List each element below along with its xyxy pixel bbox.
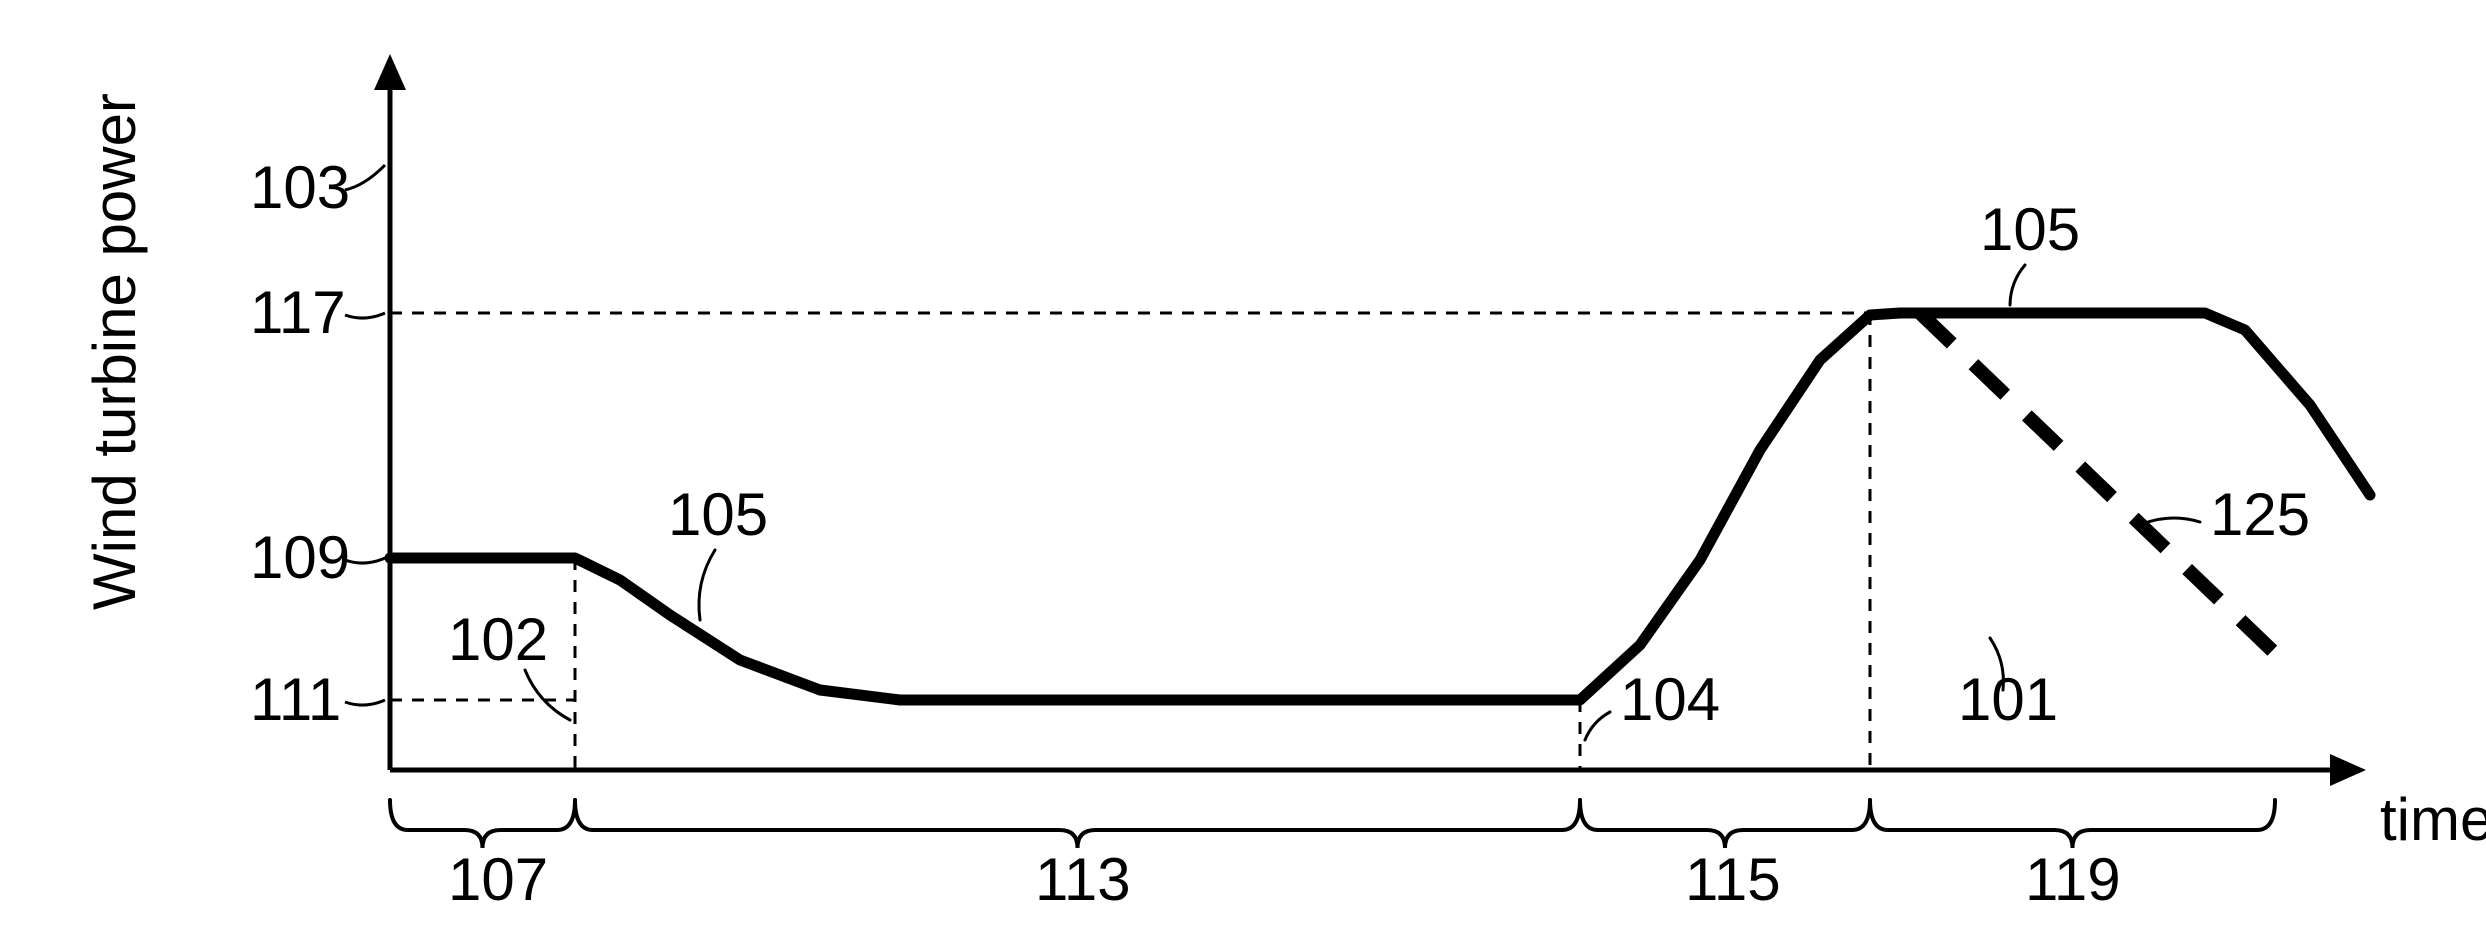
interval-label-107: 107 — [448, 846, 548, 913]
y-axis-label: Wind turbine power — [81, 93, 148, 610]
ref-label-125-5: 125 — [2210, 481, 2310, 548]
ref-label-101-4: 101 — [1958, 666, 2058, 733]
interval-label-115: 115 — [1685, 846, 1781, 913]
x-axis-label: time t — [2380, 786, 2486, 853]
ref-label-105-3: 105 — [1980, 196, 2080, 263]
interval-label-113: 113 — [1035, 846, 1131, 913]
y-tick-label-111: 111 — [250, 666, 341, 733]
ref-label-102-1: 102 — [448, 606, 548, 673]
interval-label-119: 119 — [2025, 846, 2121, 913]
ref-label-105-0: 105 — [668, 481, 768, 548]
y-tick-label-103: 103 — [250, 154, 350, 221]
chart-background — [0, 0, 2486, 941]
ref-label-104-2: 104 — [1620, 666, 1720, 733]
y-tick-label-117: 117 — [250, 279, 346, 346]
y-tick-label-109: 109 — [250, 524, 350, 591]
